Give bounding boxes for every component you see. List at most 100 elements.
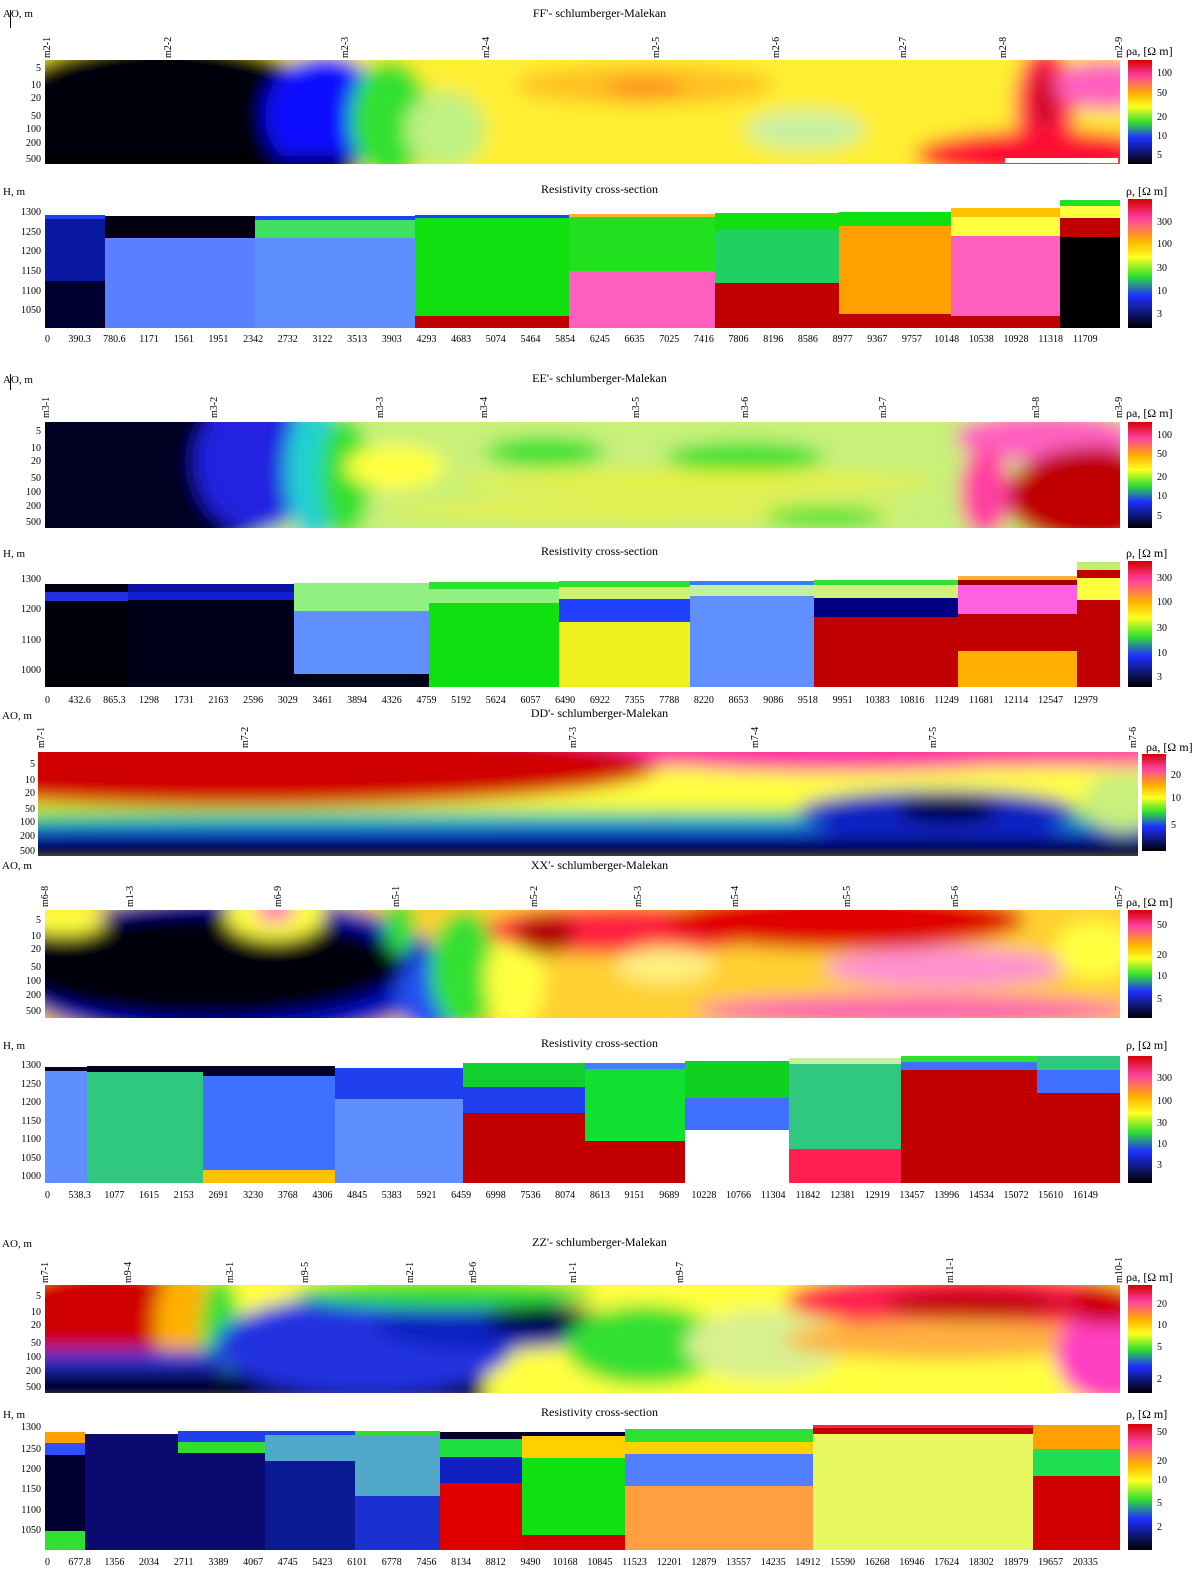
x-tick: 12114 [1003,695,1029,706]
x-tick: 3513 [347,334,368,345]
x-tick: 4306 [312,1190,333,1201]
x-tick: 12201 [656,1557,682,1568]
station-label: m5-4 [730,885,741,907]
axis-line [10,374,11,390]
station-label: m6-9 [273,885,284,907]
colorbar [1128,561,1152,687]
y-axis-label: AO, m [3,374,33,386]
panel-title: Resistivity cross-section [541,544,658,558]
x-tick: 7025 [659,334,680,345]
y-tick: 200 [26,1366,41,1377]
colorbar-tick: 10 [1157,648,1167,659]
y-tick: 200 [26,990,41,1001]
colorbar-tick: 20 [1157,472,1167,483]
x-tick: 12381 [830,1190,856,1201]
y-axis-label: AO, m [2,710,32,722]
colorbar-tick: 30 [1157,623,1167,634]
x-tick: 3903 [381,334,402,345]
x-tick: 5423 [312,1557,333,1568]
x-tick: 11304 [760,1190,786,1201]
x-tick: 3389 [208,1557,229,1568]
y-tick: 1050 [21,1153,41,1164]
y-tick: 1100 [21,1134,41,1145]
y-tick: 500 [26,1382,41,1393]
panel-title: FF'- schlumberger-Malekan [532,6,667,20]
x-tick: 14912 [795,1557,821,1568]
y-tick: 50 [31,1338,41,1349]
colorbar-tick: 5 [1157,994,1162,1005]
x-tick: 18302 [968,1557,994,1568]
station-label: m3-2 [209,396,220,418]
colorbar-tick: 3 [1157,309,1162,320]
x-tick: 0 [45,1557,50,1568]
x-tick: 2691 [208,1190,229,1201]
x-tick: 3768 [277,1190,298,1201]
x-tick: 10816 [899,695,925,706]
x-tick: 4326 [381,695,402,706]
x-tick: 4759 [416,695,437,706]
x-tick: 390.3 [68,334,91,345]
cross-section-image [45,1422,1120,1550]
station-label: m2-9 [1114,36,1125,58]
colorbar [1128,910,1152,1018]
x-ticks: 0 538.3 1077 1615 2153 2691 3230 3768 4306 4845 53… [45,1191,1120,1203]
panel-title: ZZ'- schlumberger-Malekan [532,1235,667,1249]
y-tick: 20 [25,788,35,799]
colorbar [1128,1285,1152,1393]
colorbar-tick: 20 [1157,1456,1167,1467]
station-label: m1-1 [568,1261,579,1283]
y-tick: 500 [26,517,41,528]
station-label: m2-8 [998,36,1009,58]
x-tick: 10538 [968,334,994,345]
pseudosection-image [45,910,1120,1018]
x-tick: 2153 [173,1190,194,1201]
y-tick: 200 [26,138,41,149]
colorbar-tick: 3 [1157,1160,1162,1171]
y-tick: 20 [31,93,41,104]
x-tick: 3122 [312,334,333,345]
colorbar-tick: 10 [1157,1320,1167,1331]
x-tick: 677.8 [68,1557,91,1568]
x-tick: 2711 [173,1557,194,1568]
colorbar-label: ρ, [Ω m] [1126,546,1168,560]
x-tick: 5383 [381,1190,402,1201]
x-tick: 9757 [901,334,922,345]
x-tick: 7416 [693,334,714,345]
station-label: m2-6 [771,36,782,58]
y-tick: 100 [26,1352,41,1363]
x-tick: 11249 [934,695,959,706]
x-tick: 14235 [760,1557,786,1568]
x-tick: 6459 [451,1190,472,1201]
colorbar-tick: 300 [1157,217,1172,228]
x-tick: 16149 [1072,1190,1098,1201]
x-tick: 15072 [1003,1190,1029,1201]
colorbar [1128,422,1152,528]
station-label: m7-5 [928,726,939,748]
y-tick: 500 [20,846,35,857]
station-label: m9-5 [300,1261,311,1283]
y-tick: 200 [20,831,35,842]
x-tick: 12879 [691,1557,717,1568]
x-tick: 8196 [763,334,784,345]
y-tick: 1250 [21,1444,41,1455]
colorbar-tick: 10 [1157,286,1167,297]
x-tick: 1298 [139,695,160,706]
station-label: m6-8 [40,885,51,907]
x-tick: 6245 [589,334,610,345]
pseudosection-image [38,752,1138,856]
x-tick: 15610 [1038,1190,1064,1201]
dd-pseudosection-panel: DD'- schlumberger-Malekan AO, m ρa, [Ω m… [0,706,1199,857]
y-tick: 100 [26,124,41,135]
x-tick: 14534 [968,1190,994,1201]
x-tick: 9689 [659,1190,680,1201]
x-tick: 1561 [173,334,194,345]
y-tick: 1200 [21,1464,41,1475]
x-tick: 1951 [208,334,229,345]
y-tick: 1300 [21,207,41,218]
station-label: m3-1 [225,1261,236,1283]
x-tick: 9518 [797,695,818,706]
y-tick: 5 [36,915,41,926]
station-label: m5-3 [633,885,644,907]
y-tick: 5 [36,63,41,74]
x-tick: 1731 [173,695,194,706]
